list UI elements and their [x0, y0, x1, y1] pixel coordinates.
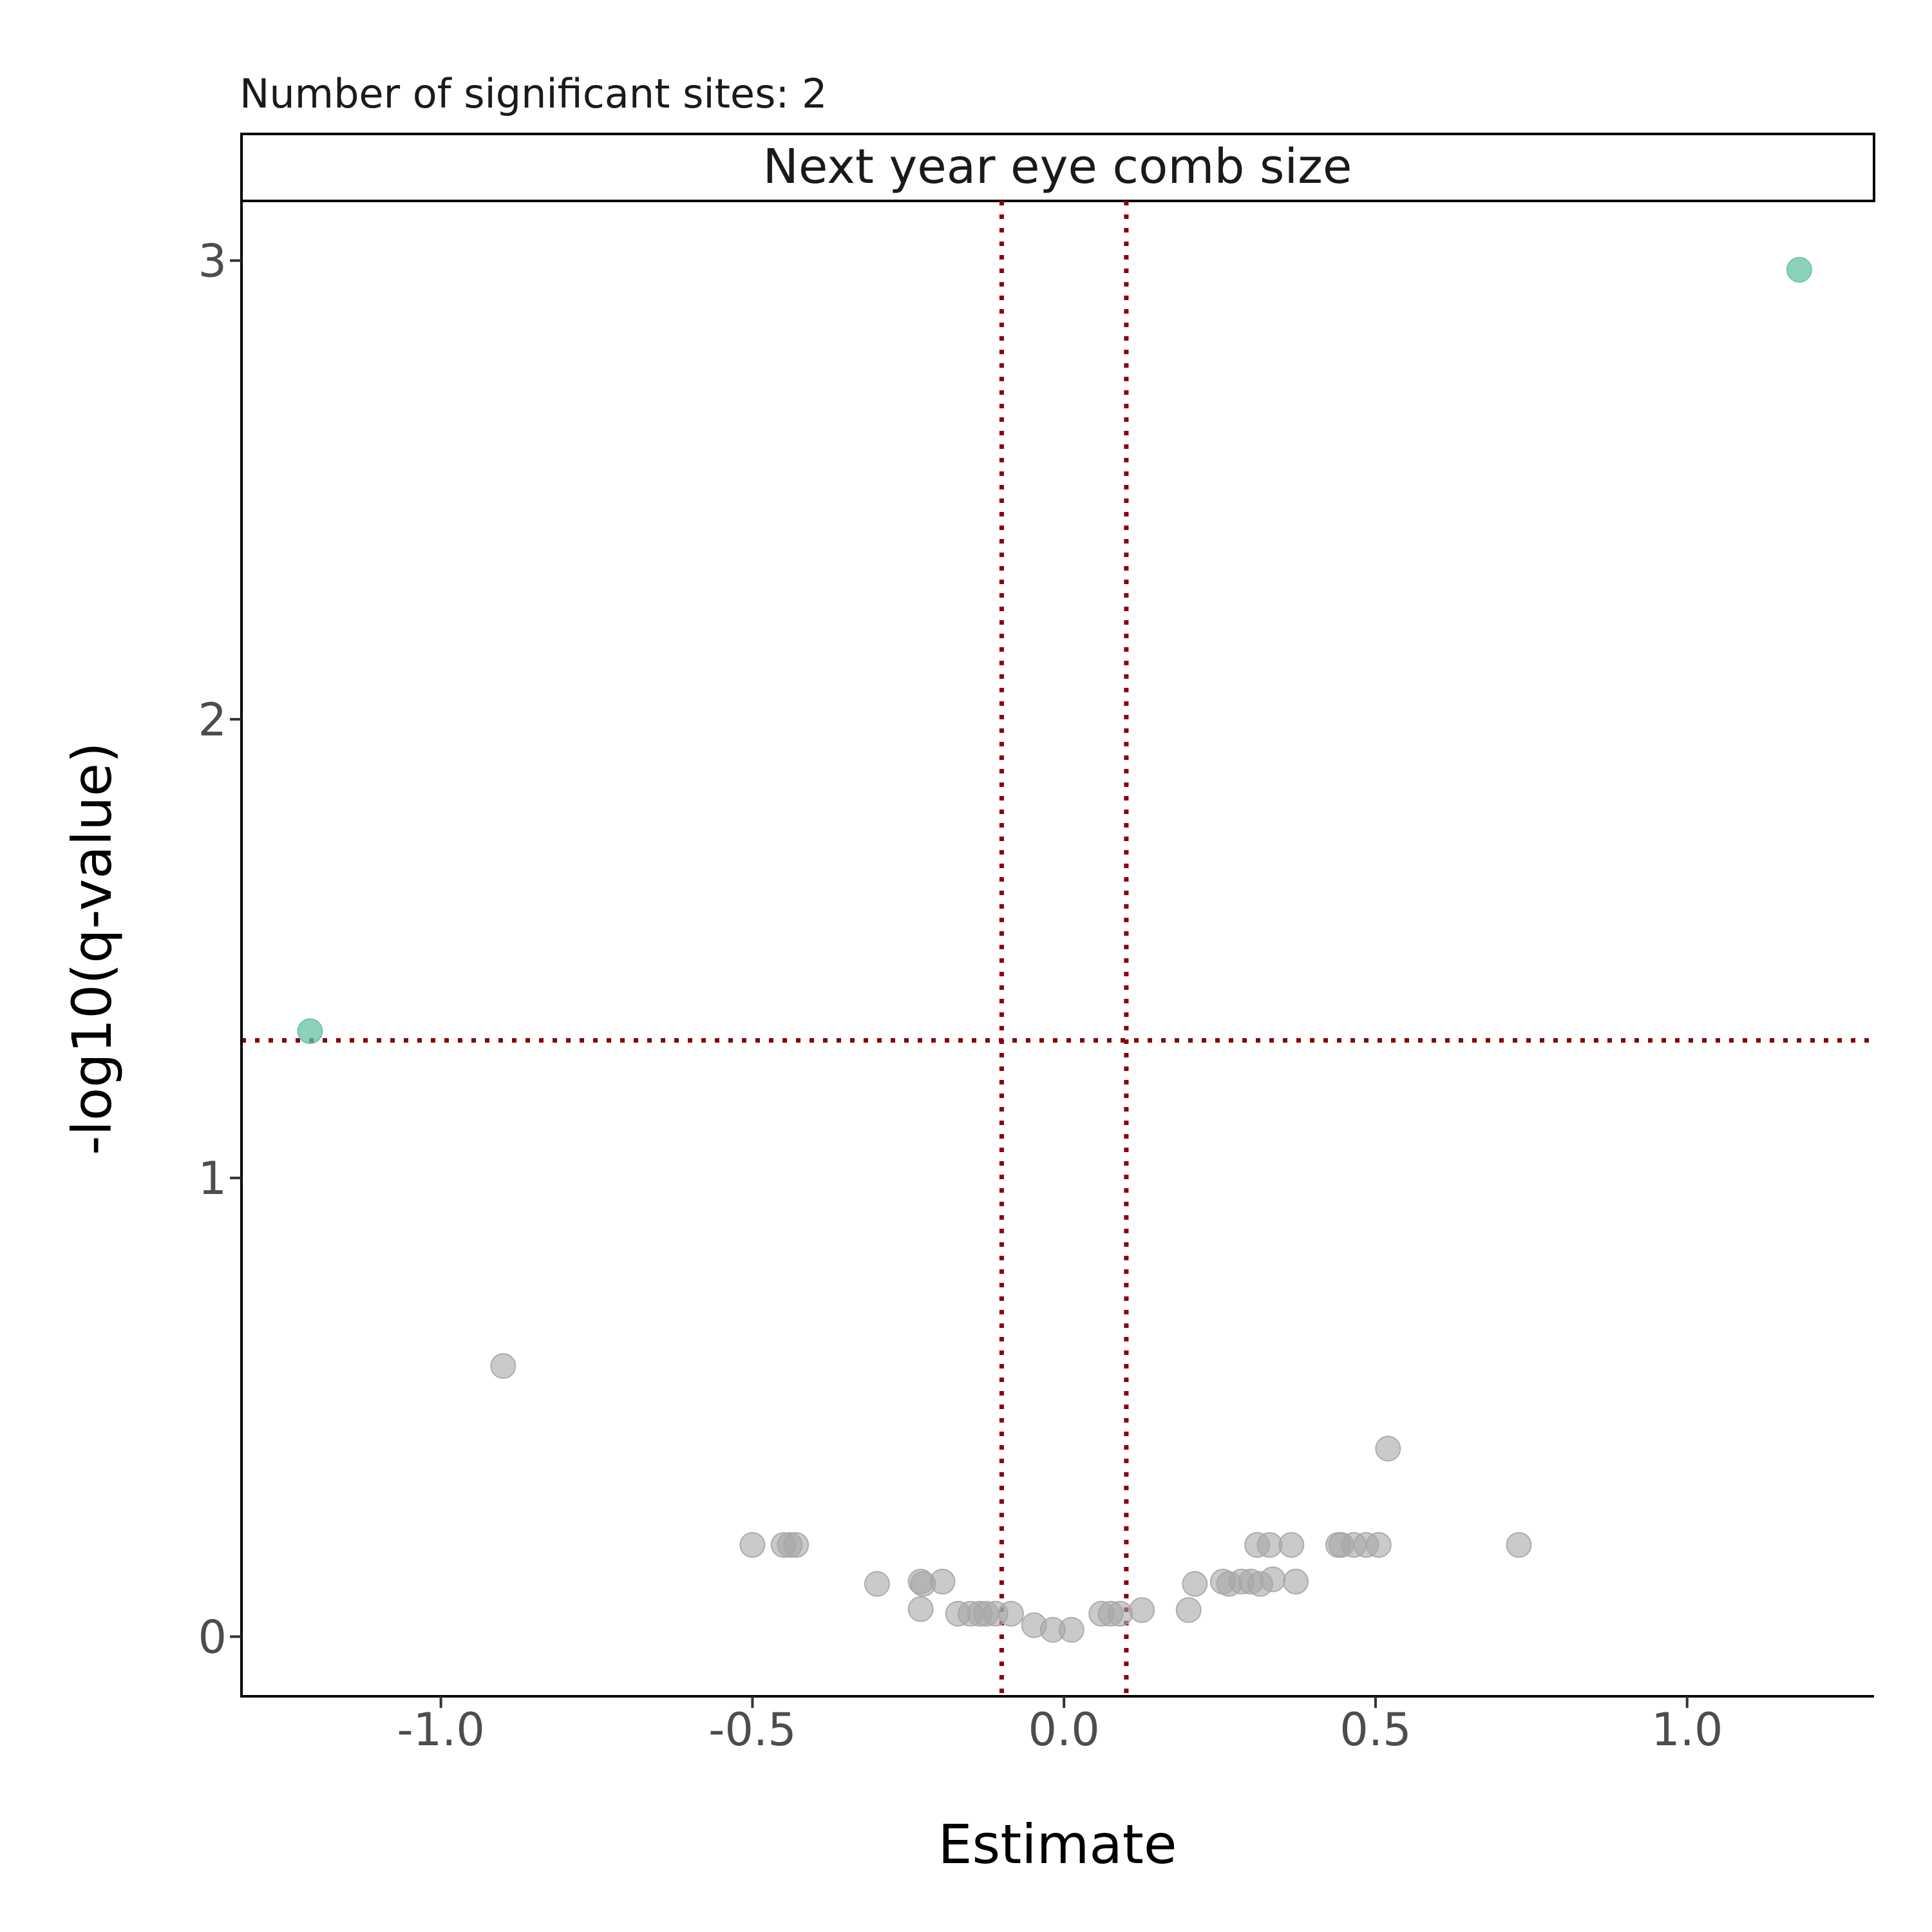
facet-strip-label: Next year eye comb size: [763, 139, 1352, 194]
non-significant-point: [1365, 1531, 1392, 1558]
non-significant-point: [1283, 1568, 1309, 1595]
facet-strip-box: [240, 133, 1875, 202]
non-significant-point: [1506, 1531, 1532, 1558]
x-tick-label: -1.0: [397, 1703, 485, 1756]
non-significant-point: [1260, 1566, 1286, 1593]
non-significant-point: [1375, 1435, 1401, 1462]
non-significant-point: [1175, 1597, 1202, 1624]
non-significant-point: [1182, 1571, 1208, 1597]
non-significant-point: [1278, 1531, 1305, 1558]
non-significant-point: [1256, 1531, 1283, 1558]
x-tick-label: -0.5: [708, 1703, 797, 1756]
y-axis-title: -log10(q-value): [61, 742, 124, 1155]
significant-point: [1786, 256, 1812, 283]
facet-strip: Next year eye comb size: [240, 133, 1875, 202]
non-significant-point: [1058, 1616, 1084, 1643]
non-significant-point: [998, 1600, 1024, 1627]
y-tick-label: 0: [198, 1611, 227, 1663]
plot-subtitle: Number of significant sites: 2: [240, 70, 827, 117]
non-significant-point: [864, 1571, 890, 1597]
data-points: [297, 256, 1812, 1643]
non-significant-point: [783, 1531, 810, 1558]
non-significant-point: [929, 1568, 956, 1595]
y-tick-label: 3: [198, 235, 227, 288]
non-significant-point: [739, 1531, 766, 1558]
y-axis-ticks: 0 1 2 3: [198, 235, 242, 1663]
significant-point: [297, 1018, 323, 1045]
x-axis-ticks: -1.0 -0.5 0.0 0.5 1.0: [397, 1696, 1723, 1756]
y-tick-label: 2: [198, 694, 227, 746]
non-significant-point: [1107, 1600, 1133, 1627]
x-tick-label: 0.5: [1340, 1703, 1411, 1756]
threshold-lines: [242, 201, 1874, 1696]
non-significant-point: [907, 1596, 934, 1622]
x-tick-label: 1.0: [1651, 1703, 1723, 1756]
x-tick-label: 0.0: [1028, 1703, 1100, 1756]
y-tick-label: 1: [198, 1152, 227, 1205]
axes: [240, 201, 1874, 1698]
non-significant-point: [490, 1353, 516, 1379]
non-significant-point: [1129, 1597, 1155, 1624]
x-axis-title: Estimate: [938, 1813, 1177, 1876]
